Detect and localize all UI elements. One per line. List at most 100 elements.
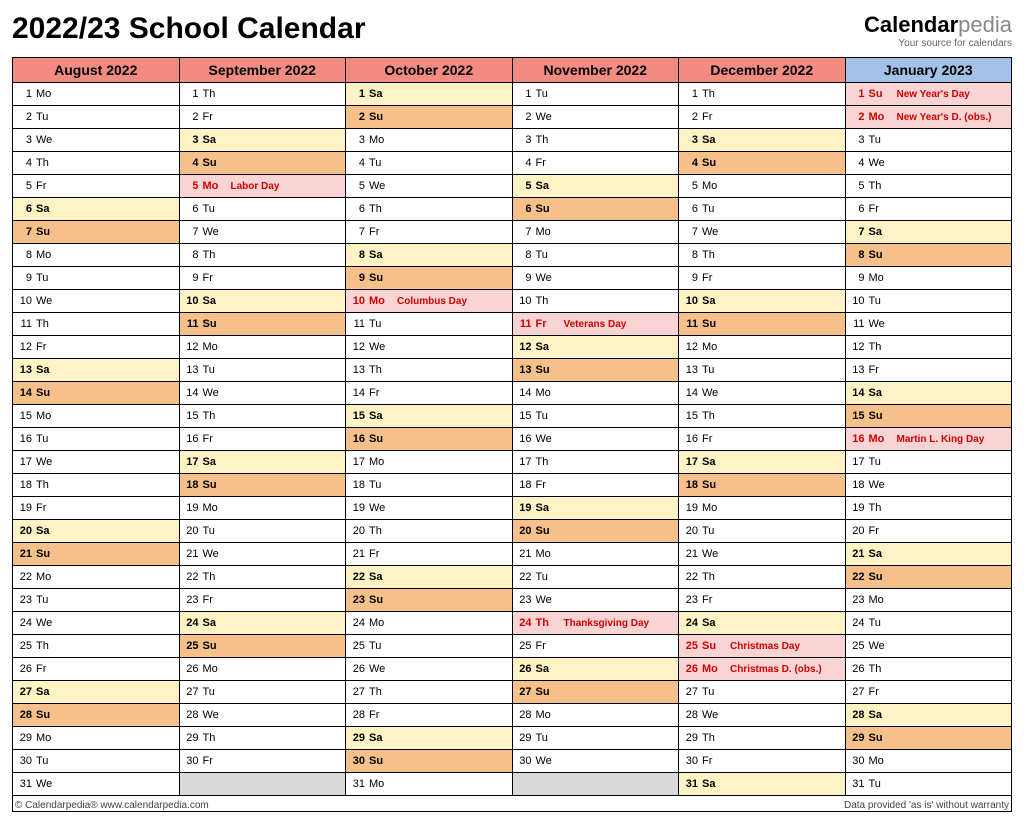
day-abbr: Tu	[32, 594, 58, 606]
day-number: 21	[516, 548, 532, 560]
day-abbr: Sa	[698, 778, 724, 790]
day-cell: 30We	[512, 750, 679, 773]
day-number: 18	[516, 479, 532, 491]
day-cell: 3Sa	[179, 129, 346, 152]
day-number: 7	[349, 226, 365, 238]
day-abbr: We	[199, 387, 225, 399]
day-number: 6	[682, 203, 698, 215]
logo-brand-2: pedia	[958, 12, 1012, 37]
day-cell: 13Tu	[179, 359, 346, 382]
day-number: 30	[349, 755, 365, 767]
day-number: 17	[516, 456, 532, 468]
day-number: 25	[516, 640, 532, 652]
logo: Calendarpedia Your source for calendars	[864, 12, 1012, 49]
day-cell: 8Tu	[512, 244, 679, 267]
day-abbr: Su	[532, 364, 558, 376]
day-cell: 20Sa	[13, 520, 180, 543]
day-abbr: Sa	[199, 295, 225, 307]
day-cell: 12We	[346, 336, 513, 359]
day-number: 18	[349, 479, 365, 491]
day-cell: 7Mo	[512, 221, 679, 244]
day-number: 13	[349, 364, 365, 376]
day-abbr: Mo	[32, 732, 58, 744]
day-abbr: Fr	[532, 479, 558, 491]
day-number: 3	[516, 134, 532, 146]
day-abbr: Th	[532, 134, 558, 146]
day-abbr: Su	[32, 226, 58, 238]
day-cell: 21Fr	[346, 543, 513, 566]
day-abbr: Fr	[199, 111, 225, 123]
day-cell	[512, 773, 679, 796]
day-abbr: Su	[32, 709, 58, 721]
day-abbr: Th	[199, 88, 225, 100]
day-cell: 5We	[346, 175, 513, 198]
day-cell: 6Sa	[13, 198, 180, 221]
day-number: 11	[16, 318, 32, 330]
day-abbr: Fr	[199, 272, 225, 284]
day-abbr: Sa	[32, 686, 58, 698]
day-number: 8	[16, 249, 32, 261]
day-number: 16	[16, 433, 32, 445]
day-abbr: Mo	[532, 387, 558, 399]
day-cell: 2Su	[346, 106, 513, 129]
day-abbr: Tu	[698, 364, 724, 376]
day-number: 1	[516, 88, 532, 100]
day-number: 21	[682, 548, 698, 560]
day-abbr: Mo	[365, 134, 391, 146]
day-cell: 26Mo	[179, 658, 346, 681]
day-number: 25	[682, 640, 698, 652]
footer-left: © Calendarpedia® www.calendarpedia.com	[15, 800, 209, 811]
day-cell: 11Su	[679, 313, 846, 336]
day-cell: 12Fr	[13, 336, 180, 359]
day-abbr: Th	[865, 180, 891, 192]
day-abbr: Mo	[865, 594, 891, 606]
day-abbr: Tu	[865, 778, 891, 790]
day-abbr: Mo	[698, 180, 724, 192]
day-cell: 28We	[679, 704, 846, 727]
day-number: 26	[183, 663, 199, 675]
month-header: August 2022	[13, 58, 180, 83]
day-abbr: Tu	[532, 88, 558, 100]
day-abbr: Tu	[532, 732, 558, 744]
day-number: 22	[682, 571, 698, 583]
holiday-label: New Year's D. (obs.)	[891, 112, 992, 123]
day-number: 7	[183, 226, 199, 238]
day-number: 23	[349, 594, 365, 606]
day-number: 15	[16, 410, 32, 422]
holiday-label: Christmas D. (obs.)	[724, 664, 822, 675]
day-number: 26	[516, 663, 532, 675]
day-number: 30	[16, 755, 32, 767]
day-abbr: We	[698, 387, 724, 399]
day-cell: 16Tu	[13, 428, 180, 451]
day-number: 14	[682, 387, 698, 399]
day-abbr: Tu	[365, 479, 391, 491]
day-cell: 25Th	[13, 635, 180, 658]
day-number: 25	[183, 640, 199, 652]
day-number: 31	[16, 778, 32, 790]
day-abbr: Sa	[532, 341, 558, 353]
day-cell: 1Tu	[512, 83, 679, 106]
day-cell: 19We	[346, 497, 513, 520]
day-abbr: Th	[698, 732, 724, 744]
day-number: 20	[183, 525, 199, 537]
day-cell: 22Su	[845, 566, 1012, 589]
day-abbr: We	[532, 433, 558, 445]
day-cell: 16MoMartin L. King Day	[845, 428, 1012, 451]
day-abbr: Mo	[365, 778, 391, 790]
day-number: 14	[183, 387, 199, 399]
day-cell: 7We	[179, 221, 346, 244]
day-abbr: Fr	[532, 318, 558, 330]
day-cell: 30Fr	[679, 750, 846, 773]
day-cell: 4Fr	[512, 152, 679, 175]
day-cell: 28Sa	[845, 704, 1012, 727]
day-number: 12	[16, 341, 32, 353]
calendar-row: 22Mo22Th22Sa22Tu22Th22Su	[13, 566, 1012, 589]
day-cell: 20Su	[512, 520, 679, 543]
day-abbr: Su	[199, 479, 225, 491]
day-cell: 19Fr	[13, 497, 180, 520]
day-abbr: Mo	[365, 617, 391, 629]
day-number: 12	[183, 341, 199, 353]
day-abbr: Sa	[532, 180, 558, 192]
day-number: 23	[16, 594, 32, 606]
month-header: October 2022	[346, 58, 513, 83]
